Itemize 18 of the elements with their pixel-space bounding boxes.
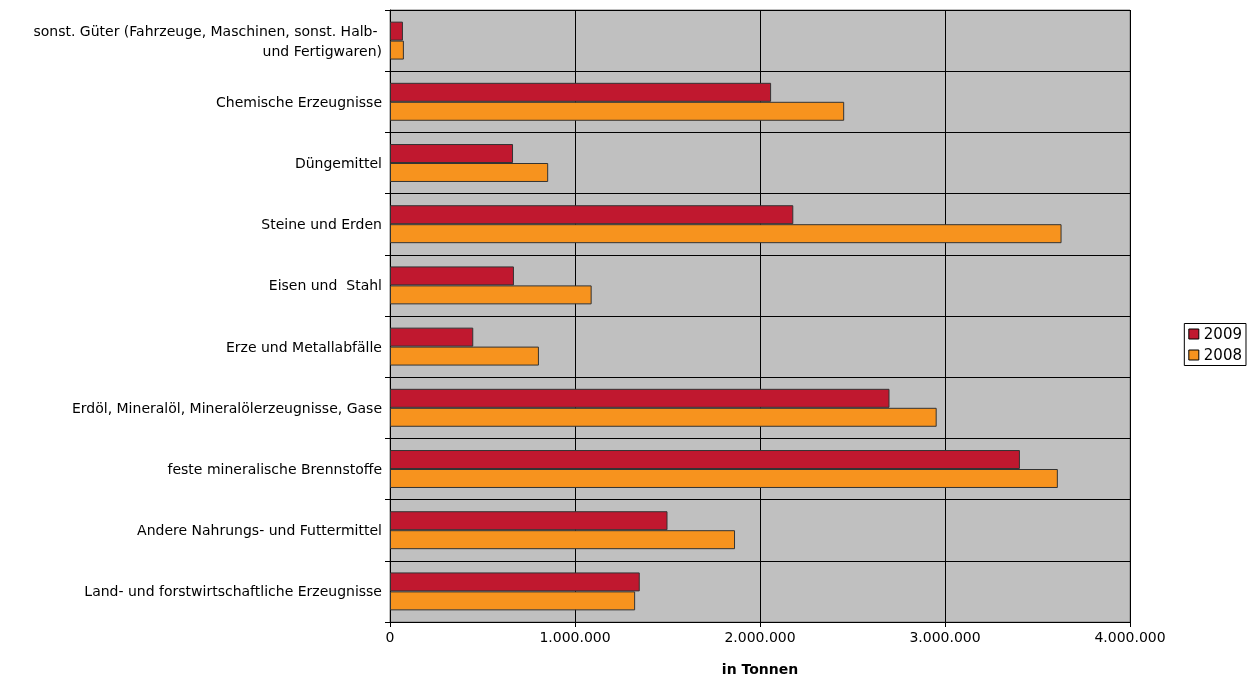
y-tick-label: Erze und Metallabfälle — [225, 338, 382, 355]
legend-label: 2009 — [1203, 325, 1243, 343]
x-tick-label: 3.000.000 — [909, 629, 981, 645]
x-axis-title: in Tonnen — [721, 661, 799, 677]
y-tick-label: sonst. Güter (Fahrzeuge, Maschinen, sonst. Halb- und Fertigwaren) — [33, 22, 382, 59]
y-tick-label: Andere Nahrungs- und Futtermittel — [137, 522, 382, 539]
x-tick-label: 1.000.000 — [539, 629, 611, 645]
y-tick-label: Düngemittel — [294, 155, 382, 171]
y-tick-label: Chemische Erzeugnisse — [215, 93, 382, 110]
y-tick-label: Erdöl, Mineralöl, Mineralölerzeugnisse, Gase — [71, 399, 382, 416]
y-tick-label: Eisen und Stahl — [268, 277, 382, 294]
legend-label: 2008 — [1203, 346, 1243, 364]
x-tick-label: 2.000.000 — [724, 629, 796, 645]
y-tick-label: Land- und forstwirtschaftliche Erzeugnisse — [84, 583, 382, 600]
y-tick-label: feste mineralische Brennstoffe — [167, 461, 382, 477]
x-tick-label: 0 — [385, 629, 395, 645]
y-tick-label: Steine und Erden — [261, 216, 382, 233]
x-tick-label: 4.000.000 — [1094, 629, 1166, 645]
